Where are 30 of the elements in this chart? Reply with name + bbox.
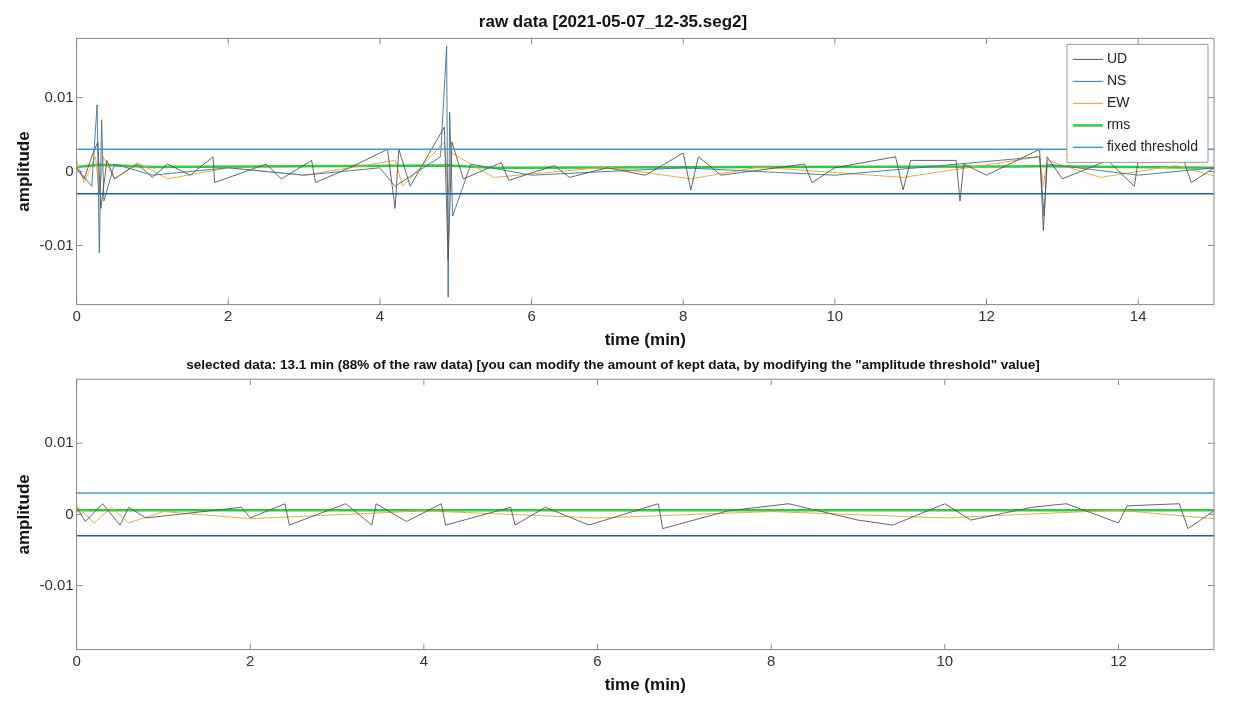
y-tick-label: 0	[65, 161, 74, 179]
x-tick-label: 4	[419, 651, 429, 669]
x-tick-label: 12	[1110, 651, 1127, 669]
legend-label: rms	[1106, 116, 1131, 133]
x-tick-label: 6	[527, 306, 536, 324]
x-tick-label: 2	[246, 651, 255, 669]
x-tick-label: 8	[767, 651, 776, 669]
x-axis-title: time (min)	[604, 675, 686, 695]
y-tick-label: 0	[65, 504, 74, 522]
ref-line-label: fixed threshold	[1106, 138, 1199, 155]
x-axis-title: time (min)	[604, 330, 686, 350]
y-tick-label: 0.01	[44, 87, 74, 105]
x-tick-label: 2	[224, 306, 233, 324]
legend-label: UD	[1106, 50, 1128, 67]
x-tick-label: 4	[375, 306, 385, 324]
chart-title: selected data: 13.1 min (88% of the raw data) [you can modify the amount of kept data, by modifying the "amplitude threshold" value]	[186, 356, 1040, 372]
x-tick-label: 6	[593, 651, 602, 669]
x-tick-label: 10	[826, 306, 844, 324]
legend-label: NS	[1106, 72, 1127, 89]
y-axis-title: amplitude	[13, 131, 33, 212]
legend-label: EW	[1106, 94, 1131, 111]
chart-title: raw data [2021-05-07_12-35.seg2]	[478, 11, 748, 31]
x-tick-label: 10	[936, 651, 954, 669]
y-tick-label: -0.01	[39, 575, 74, 593]
x-tick-label: 8	[679, 306, 688, 324]
x-tick-label: 14	[1129, 306, 1147, 324]
y-axis-title: amplitude	[13, 474, 33, 555]
y-tick-label: -0.01	[39, 235, 74, 253]
x-tick-label: 12	[978, 306, 995, 324]
y-tick-label: 0.01	[44, 433, 74, 451]
